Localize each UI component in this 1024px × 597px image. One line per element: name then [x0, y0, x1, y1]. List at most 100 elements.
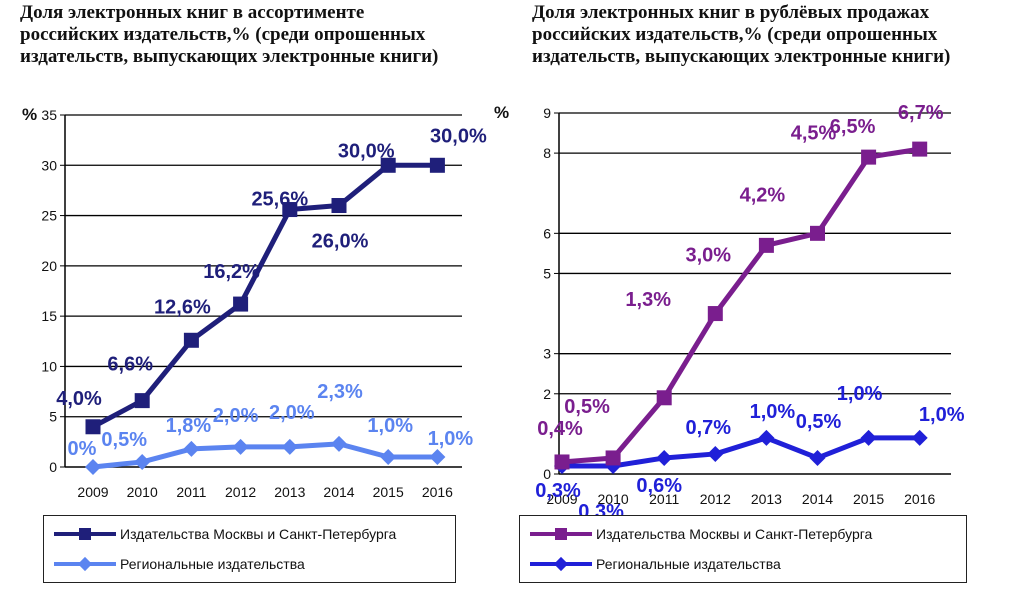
- x-tick-label: 2015: [373, 484, 404, 500]
- data-label: 1,0%: [428, 428, 474, 450]
- data-label: 0,7%: [686, 417, 732, 439]
- x-tick-label: 2011: [649, 491, 679, 507]
- x-tick-label: 2010: [127, 484, 158, 500]
- legend-diamond-marker-icon: [54, 554, 116, 574]
- data-label: 0,4%: [537, 418, 583, 440]
- data-label: 12,6%: [154, 296, 211, 318]
- line-chart-plot: 0 5 10 15 20 25 30 35% 2009 2010 2011 2012 2013 2014 2…: [22, 105, 487, 500]
- data-point-square: [134, 393, 150, 409]
- x-tick-label: 2014: [323, 484, 354, 500]
- y-tick-label: 10: [41, 358, 57, 374]
- legend-label: Региональные издательства: [120, 556, 305, 572]
- data-point-square: [380, 157, 396, 173]
- data-label: 1,0%: [367, 415, 413, 437]
- y-tick-label: 8: [543, 145, 551, 161]
- data-point-square: [861, 149, 877, 165]
- data-label: 1,0%: [750, 401, 796, 423]
- y-tick-label: 9: [543, 105, 551, 121]
- y-tick-label: 30: [41, 157, 57, 173]
- y-tick-label: 25: [41, 208, 57, 224]
- chart-title: Доля электронных книг в ассортименте рос…: [20, 2, 439, 67]
- data-point-square: [429, 157, 445, 173]
- data-point-diamond: [85, 459, 101, 475]
- legend-item-regional: Региональные издательства: [44, 554, 305, 574]
- x-tick-label: 2012: [700, 491, 731, 507]
- series-line: [562, 435, 920, 469]
- data-point-diamond: [707, 445, 724, 462]
- data-point-diamond: [911, 429, 928, 446]
- line-chart-plot: 0 2 3 5 6 8 9% 2009 2010 2011 2012 2013 2014 2015 2016…: [494, 102, 965, 523]
- x-tick-label: 2010: [598, 491, 629, 507]
- data-label: 1,0%: [919, 404, 965, 426]
- legend-label: Издательства Москвы и Санкт-Петербурга: [596, 526, 873, 542]
- y-tick-label: 20: [41, 258, 57, 274]
- chart-legend: Издательства Москвы и Санкт-Петербурга Р…: [43, 515, 456, 583]
- x-tick-label: 2015: [853, 491, 884, 507]
- legend-item-moscow-spb: Издательства Москвы и Санкт-Петербурга: [44, 524, 396, 544]
- data-label: 1,8%: [166, 415, 212, 437]
- data-point-square: [707, 306, 723, 322]
- data-label: 30,0%: [430, 125, 487, 147]
- data-label: 3,0%: [686, 245, 732, 267]
- data-point-diamond: [429, 448, 446, 465]
- data-point-square: [758, 237, 774, 253]
- data-label: 0%: [68, 438, 97, 460]
- data-point-square: [331, 198, 347, 214]
- y-tick-label: 6: [543, 225, 551, 241]
- data-label: 2,0%: [213, 405, 259, 427]
- series-line: [561, 146, 921, 465]
- data-label: 2,0%: [269, 402, 315, 424]
- data-label: 6,6%: [107, 354, 153, 376]
- data-label: 6,7%: [898, 102, 944, 124]
- y-tick-label: 0: [543, 466, 551, 482]
- data-label: 4,2%: [740, 184, 786, 206]
- data-label: 1,3%: [625, 289, 671, 311]
- x-tick-label: 2009: [77, 484, 108, 500]
- data-point-square: [912, 141, 928, 157]
- legend-square-marker-icon: [530, 524, 592, 544]
- data-label: 25,6%: [251, 189, 308, 211]
- data-point-diamond: [281, 438, 298, 455]
- data-label: 0,3%: [535, 480, 581, 502]
- data-point-diamond: [134, 453, 151, 470]
- data-point-square: [85, 419, 101, 435]
- legend-item-moscow-spb: Издательства Москвы и Санкт-Петербурга: [520, 524, 872, 544]
- legend-item-regional: Региональные издательства: [520, 554, 781, 574]
- y-tick-label: 2: [543, 386, 551, 402]
- data-label: 0,5%: [564, 396, 610, 418]
- y-tick-label: 15: [41, 308, 57, 324]
- y-tick-label: 5: [49, 409, 57, 425]
- data-point-diamond: [232, 438, 249, 455]
- data-point-diamond: [758, 429, 775, 446]
- data-label: 2,3%: [317, 381, 363, 403]
- x-tick-label: 2013: [751, 491, 782, 507]
- data-label: 6,5%: [830, 116, 876, 138]
- x-tick-label: 2016: [904, 491, 935, 507]
- data-point-square: [282, 202, 298, 218]
- y-axis-label: %: [22, 105, 37, 124]
- legend-diamond-marker-icon: [530, 554, 592, 574]
- data-point-diamond: [183, 440, 200, 457]
- chart-right: Доля электронных книг в рублёвых продажа…: [494, 0, 1020, 597]
- x-tick-label: 2013: [274, 484, 305, 500]
- chart-legend: Издательства Москвы и Санкт-Петербурга Р…: [519, 515, 967, 583]
- y-tick-label: 35: [41, 107, 57, 123]
- legend-label: Издательства Москвы и Санкт-Петербурга: [120, 526, 397, 542]
- series-line: [92, 441, 438, 470]
- y-axis-label: %: [494, 103, 509, 122]
- legend-square-marker-icon: [54, 524, 116, 544]
- x-tick-label: 2012: [225, 484, 256, 500]
- x-tick-label: 2014: [802, 491, 833, 507]
- data-point-diamond: [331, 435, 347, 452]
- data-label: 1,0%: [837, 383, 883, 405]
- data-label: 4,5%: [791, 122, 837, 144]
- data-point-square: [554, 454, 570, 470]
- chart-left: Доля электронных книг в ассортименте рос…: [0, 0, 500, 597]
- y-tick-label: 3: [543, 346, 551, 362]
- data-label: 16,2%: [203, 261, 260, 283]
- y-tick-label: 0: [49, 459, 57, 475]
- series-line: [91, 162, 438, 429]
- data-point-square: [233, 296, 249, 312]
- data-point-diamond: [860, 429, 877, 446]
- x-tick-label: 2016: [422, 484, 453, 500]
